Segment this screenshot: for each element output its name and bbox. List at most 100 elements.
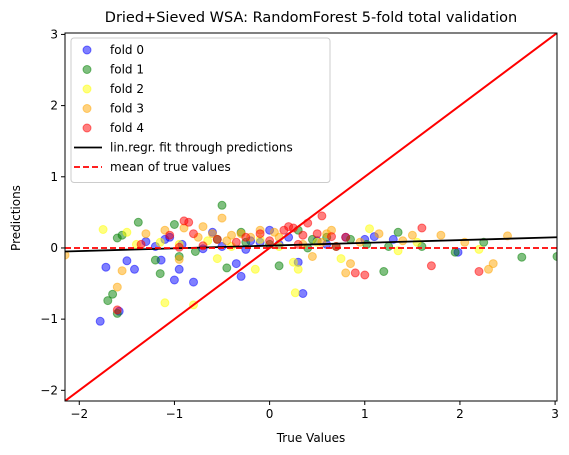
y-tick-label: −1 bbox=[40, 312, 58, 326]
scatter-point-fold-0 bbox=[101, 262, 111, 272]
x-tick-label: −2 bbox=[70, 407, 88, 421]
scatter-point-fold-1 bbox=[274, 261, 284, 271]
scatter-point-fold-0 bbox=[122, 256, 132, 266]
scatter-point-fold-1 bbox=[150, 255, 160, 265]
scatter-point-fold-0 bbox=[189, 277, 198, 287]
y-axis-label: Predictions bbox=[9, 185, 23, 251]
legend-label-fold-1: fold 1 bbox=[110, 63, 144, 77]
scatter-point-fold-0 bbox=[169, 275, 179, 285]
scatter-point-fold-1 bbox=[384, 242, 394, 251]
regression-fit-line bbox=[65, 236, 557, 253]
chart-title: Dried+Sieved WSA: RandomForest 5-fold to… bbox=[105, 10, 517, 26]
scatter-point-fold-3 bbox=[208, 229, 217, 239]
scatter-point-fold-1 bbox=[517, 252, 527, 262]
legend-label-regression: lin.regr. fit through predictions bbox=[110, 141, 293, 155]
scatter-point-fold-3 bbox=[484, 264, 493, 274]
scatter-point-fold-1 bbox=[108, 289, 118, 299]
scatter-point-fold-1 bbox=[379, 267, 389, 276]
scatter-point-fold-4 bbox=[417, 223, 427, 233]
legend-marker-fold-3 bbox=[82, 104, 92, 113]
x-tick-label: 3 bbox=[551, 407, 559, 421]
scatter-point-fold-4 bbox=[241, 232, 251, 242]
scatter-point-fold-0 bbox=[231, 259, 241, 269]
scatter-point-fold-4 bbox=[298, 230, 308, 240]
scatter-point-fold-3 bbox=[307, 252, 317, 261]
scatter-point-fold-2 bbox=[98, 225, 108, 234]
scatter-point-fold-3 bbox=[112, 282, 122, 292]
scatter-point-fold-3 bbox=[436, 230, 446, 240]
scatter-point-fold-1 bbox=[133, 217, 143, 227]
scatter-point-fold-4 bbox=[317, 211, 327, 221]
scatter-point-fold-3 bbox=[217, 213, 227, 223]
scatter-point-fold-4 bbox=[212, 234, 222, 244]
scatter-point-fold-2 bbox=[474, 244, 484, 254]
scatter-point-fold-2 bbox=[336, 254, 346, 264]
scatter-point-fold-2 bbox=[365, 224, 374, 234]
legend-label-fold-4: fold 4 bbox=[110, 121, 144, 135]
scatter-point-fold-1 bbox=[169, 220, 179, 229]
scatter-point-fold-4 bbox=[265, 236, 275, 246]
plot-content bbox=[65, 33, 557, 401]
scatter-point-fold-3 bbox=[317, 237, 327, 247]
scatter-point-fold-0 bbox=[174, 264, 184, 274]
y-tick-label: 0 bbox=[50, 241, 58, 255]
scatter-point-fold-3 bbox=[141, 229, 151, 239]
scatter-point-fold-1 bbox=[552, 252, 557, 261]
plot-frame bbox=[64, 32, 558, 402]
scatter-point-fold-4 bbox=[255, 229, 265, 239]
scatter-point-fold-3 bbox=[374, 229, 384, 239]
scatter-point-fold-1 bbox=[393, 227, 403, 237]
scatter-point-fold-0 bbox=[130, 264, 139, 274]
legend: fold 0 fold 1 fold 2 fold 3 fold 4 lin.regr. … bbox=[70, 37, 331, 183]
scatter-point-fold-1 bbox=[450, 247, 460, 257]
scatter-point-fold-2 bbox=[155, 237, 165, 247]
scatter-point-fold-3 bbox=[488, 259, 498, 269]
y-tick-label: 2 bbox=[50, 99, 58, 113]
scatter-point-fold-4 bbox=[360, 270, 370, 280]
x-tick-label: 2 bbox=[456, 407, 464, 421]
scatter-point-fold-3 bbox=[341, 268, 351, 278]
scatter-point-fold-4 bbox=[312, 229, 322, 239]
scatter-point-fold-0 bbox=[95, 316, 105, 326]
x-tick-label: −1 bbox=[166, 407, 184, 421]
legend-marker-fold-1 bbox=[82, 65, 92, 74]
scatter-point-fold-3 bbox=[346, 259, 355, 269]
scatter-point-fold-1 bbox=[155, 269, 165, 279]
scatter-point-fold-0 bbox=[298, 289, 308, 298]
scatter-point-fold-4 bbox=[184, 217, 194, 227]
scatter-point-fold-2 bbox=[288, 257, 298, 267]
legend-marker-fold-2 bbox=[82, 84, 92, 94]
scatter-point-fold-2 bbox=[122, 227, 132, 237]
scatter-point-fold-1 bbox=[103, 296, 113, 306]
scatter-point-fold-4 bbox=[231, 237, 241, 247]
legend-label-fold-0: fold 0 bbox=[110, 43, 144, 57]
scatter-point-fold-3 bbox=[227, 230, 236, 240]
legend-label-fold-2: fold 2 bbox=[110, 82, 144, 96]
scatter-point-fold-4 bbox=[112, 305, 122, 315]
x-tick-label: 0 bbox=[266, 407, 274, 421]
y-tick-label: 3 bbox=[50, 27, 58, 41]
plot-area: −2 −1 0 1 2 3 −2 −1 0 1 2 3 bbox=[40, 27, 559, 421]
scatter-point-fold-2 bbox=[212, 254, 222, 264]
scatter-point-fold-3 bbox=[198, 222, 208, 232]
scatter-point-fold-4 bbox=[165, 230, 175, 240]
scatter-point-fold-2 bbox=[160, 298, 170, 308]
legend-label-mean: mean of true values bbox=[110, 160, 231, 174]
y-tick-label: 1 bbox=[50, 170, 58, 184]
identity-line bbox=[65, 33, 557, 401]
legend-label-fold-3: fold 3 bbox=[110, 102, 144, 116]
scatter-point-fold-3 bbox=[117, 266, 127, 276]
scatter-point-fold-4 bbox=[350, 268, 360, 278]
scatter-point-fold-4 bbox=[426, 261, 436, 271]
scatter-point-fold-0 bbox=[236, 271, 246, 281]
scatter-point-fold-3 bbox=[407, 230, 417, 240]
scatter-point-fold-3 bbox=[222, 236, 232, 246]
scatter-point-fold-1 bbox=[217, 200, 227, 210]
scatter-point-fold-4 bbox=[474, 267, 484, 276]
scatter-point-fold-4 bbox=[327, 232, 336, 242]
x-tick-label: 1 bbox=[361, 407, 369, 421]
x-axis-label: True Values bbox=[276, 431, 346, 445]
scatter-point-fold-1 bbox=[222, 263, 232, 273]
legend-marker-fold-0 bbox=[82, 45, 92, 55]
